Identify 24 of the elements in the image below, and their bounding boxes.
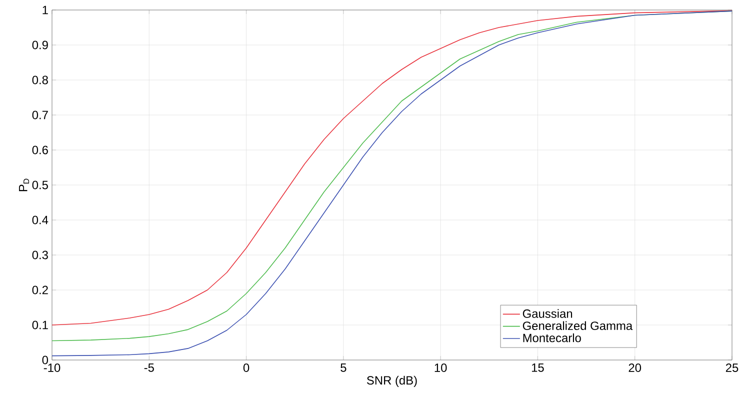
x-tick-label: -5 — [144, 364, 154, 372]
y-axis-title: P$_{D}$ — [19, 178, 30, 192]
y-tick-label: 0.7 — [32, 110, 48, 120]
y-tick-label: 0.1 — [32, 320, 48, 330]
x-tick-label: 10 — [434, 364, 447, 372]
y-tick-label: 0.8 — [32, 76, 48, 84]
y-tick-label: 0.2 — [32, 286, 48, 294]
x-tick-label: -10 — [44, 364, 60, 372]
y-tick-label: 0.6 — [32, 146, 48, 154]
y-tick-label: 0.9 — [32, 40, 48, 50]
x-tick-label: 0 — [243, 364, 250, 372]
x-tick-label: 5 — [340, 364, 346, 372]
legend-label: Gaussian — [522, 309, 572, 318]
y-tick-label: 0 — [42, 356, 48, 364]
x-tick-label: 20 — [628, 364, 642, 372]
x-tick-label: 25 — [726, 364, 738, 372]
x-tick-label: 15 — [532, 364, 544, 372]
legend-label: Generalized Gamma — [522, 321, 633, 330]
y-tick-label: 0.5 — [32, 180, 48, 190]
x-axis-title: SNR (dB) — [366, 376, 417, 387]
y-tick-label: 0.4 — [32, 216, 48, 224]
y-tick-label: 1 — [42, 6, 48, 14]
y-tick-label: 0.3 — [32, 250, 48, 260]
legend-label: Montecarlo — [523, 333, 581, 342]
